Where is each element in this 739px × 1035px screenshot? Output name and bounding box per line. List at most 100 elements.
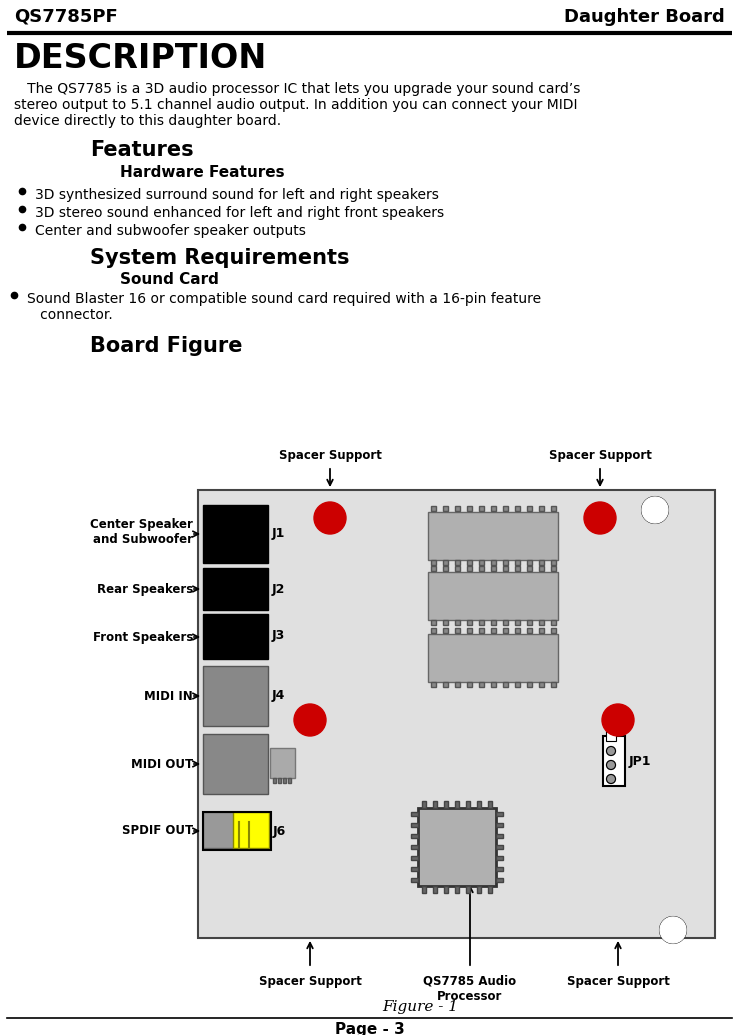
Text: J6: J6: [273, 825, 286, 837]
Bar: [444, 801, 448, 808]
Bar: [428, 512, 558, 560]
Bar: [203, 505, 268, 563]
Bar: [496, 856, 503, 860]
Bar: [203, 812, 235, 848]
Bar: [526, 628, 531, 633]
Text: Rear Speakers: Rear Speakers: [97, 583, 193, 595]
Bar: [488, 886, 492, 893]
Bar: [454, 620, 460, 625]
Bar: [278, 778, 281, 783]
Text: The QS7785 is a 3D audio processor IC that lets you upgrade your sound card’s: The QS7785 is a 3D audio processor IC th…: [14, 82, 580, 96]
Bar: [431, 506, 435, 511]
Bar: [603, 736, 625, 786]
Bar: [478, 506, 483, 511]
Bar: [443, 628, 448, 633]
Bar: [526, 682, 531, 687]
Bar: [203, 812, 271, 850]
Bar: [526, 620, 531, 625]
Bar: [198, 490, 715, 938]
Text: Daughter Board: Daughter Board: [565, 8, 725, 26]
Bar: [431, 620, 435, 625]
Text: Center and subwoofer speaker outputs: Center and subwoofer speaker outputs: [35, 224, 306, 238]
Circle shape: [584, 502, 616, 534]
Text: Spacer Support: Spacer Support: [279, 449, 381, 462]
Bar: [431, 628, 435, 633]
Text: Hardware Features: Hardware Features: [120, 165, 285, 180]
Text: Features: Features: [90, 140, 194, 160]
Text: System Requirements: System Requirements: [90, 248, 350, 268]
Bar: [411, 845, 418, 849]
Text: Board Figure: Board Figure: [90, 336, 242, 356]
Bar: [491, 506, 496, 511]
Bar: [478, 628, 483, 633]
Bar: [433, 886, 437, 893]
Text: Center Speaker
and Subwoofer: Center Speaker and Subwoofer: [90, 518, 193, 546]
Bar: [503, 560, 508, 565]
Bar: [454, 682, 460, 687]
Circle shape: [607, 761, 616, 769]
Text: QS7785PF: QS7785PF: [14, 8, 118, 26]
Bar: [478, 566, 483, 571]
Text: MIDI OUT: MIDI OUT: [131, 758, 193, 770]
Bar: [526, 506, 531, 511]
Bar: [455, 801, 459, 808]
Text: Sound Blaster 16 or compatible sound card required with a 16-pin feature: Sound Blaster 16 or compatible sound car…: [27, 292, 541, 306]
Text: J3: J3: [272, 629, 285, 643]
Bar: [466, 620, 471, 625]
Bar: [477, 801, 481, 808]
Bar: [539, 506, 543, 511]
Bar: [233, 812, 269, 848]
Text: device directly to this daughter board.: device directly to this daughter board.: [14, 114, 281, 128]
Circle shape: [602, 704, 634, 736]
Text: J1: J1: [272, 528, 285, 540]
Bar: [539, 628, 543, 633]
Text: J4: J4: [272, 689, 285, 703]
Bar: [478, 682, 483, 687]
Bar: [203, 734, 268, 794]
Text: Spacer Support: Spacer Support: [259, 975, 361, 988]
Bar: [514, 628, 520, 633]
Circle shape: [660, 917, 686, 943]
Bar: [454, 566, 460, 571]
Bar: [551, 682, 556, 687]
Bar: [503, 566, 508, 571]
Text: J2: J2: [272, 583, 285, 595]
Bar: [551, 566, 556, 571]
Bar: [526, 560, 531, 565]
Bar: [443, 620, 448, 625]
Bar: [503, 628, 508, 633]
Bar: [418, 808, 496, 886]
Bar: [496, 812, 503, 816]
Text: Front Speakers: Front Speakers: [92, 630, 193, 644]
Bar: [496, 845, 503, 849]
Bar: [466, 560, 471, 565]
Text: Spacer Support: Spacer Support: [567, 975, 670, 988]
Bar: [270, 748, 295, 778]
Bar: [551, 560, 556, 565]
Text: DESCRIPTION: DESCRIPTION: [14, 42, 268, 75]
Bar: [203, 614, 268, 659]
Bar: [203, 568, 268, 610]
Bar: [411, 812, 418, 816]
Text: stereo output to 5.1 channel audio output. In addition you can connect your MIDI: stereo output to 5.1 channel audio outpu…: [14, 98, 577, 112]
Bar: [283, 778, 286, 783]
Bar: [514, 566, 520, 571]
Bar: [606, 731, 616, 741]
Bar: [433, 801, 437, 808]
Bar: [488, 801, 492, 808]
Bar: [491, 682, 496, 687]
Bar: [203, 666, 268, 726]
Bar: [526, 566, 531, 571]
Text: QS7785 Audio
Processor: QS7785 Audio Processor: [423, 975, 517, 1003]
Bar: [496, 834, 503, 838]
Bar: [466, 801, 470, 808]
Bar: [496, 867, 503, 871]
Bar: [444, 886, 448, 893]
Bar: [491, 628, 496, 633]
Bar: [539, 682, 543, 687]
Circle shape: [607, 774, 616, 783]
Bar: [466, 566, 471, 571]
Bar: [443, 506, 448, 511]
Bar: [514, 620, 520, 625]
Bar: [466, 506, 471, 511]
